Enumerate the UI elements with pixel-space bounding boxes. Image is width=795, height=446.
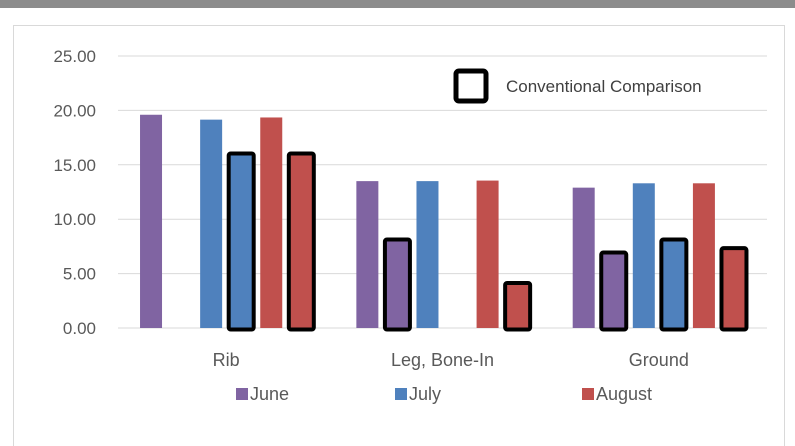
bar-july-conventional — [659, 237, 689, 332]
annotation-label: Conventional Comparison — [506, 77, 702, 96]
legend-label-july: July — [409, 384, 441, 404]
x-axis-categories: Rib Leg, Bone-In Ground — [213, 350, 689, 370]
legend-swatch-july — [395, 388, 407, 400]
bar-june-conventional — [599, 250, 629, 332]
bar-june-conventional — [382, 237, 412, 332]
bars — [140, 114, 749, 332]
conventional-comparison-annotation: Conventional Comparison — [453, 68, 702, 104]
x-category-label: Ground — [629, 350, 689, 370]
bar-june — [140, 114, 163, 328]
bar-august-conventional — [503, 280, 533, 332]
legend: June July August — [236, 384, 652, 404]
bar-july — [200, 119, 223, 328]
legend-label-june: June — [250, 384, 289, 404]
bar-july — [416, 181, 439, 328]
chart-area — [13, 25, 785, 446]
y-tick-label: 25.00 — [53, 47, 96, 66]
bar-august-conventional — [719, 246, 749, 332]
bar-june — [356, 181, 379, 328]
bar-june — [572, 187, 595, 328]
gridlines — [118, 55, 767, 329]
bar-july-conventional — [226, 151, 256, 332]
y-tick-label: 10.00 — [53, 210, 96, 229]
bar-august — [476, 180, 499, 328]
annotation-swatch — [453, 68, 489, 104]
bar-july — [632, 183, 655, 328]
legend-swatch-august — [582, 388, 594, 400]
y-tick-label: 5.00 — [63, 265, 96, 284]
y-tick-label: 20.00 — [53, 101, 96, 120]
legend-swatch-june — [236, 388, 248, 400]
bar-august-conventional — [286, 151, 316, 332]
y-tick-label: 15.00 — [53, 156, 96, 175]
y-tick-label: 0.00 — [63, 319, 96, 338]
bar-chart: 0.00 5.00 10.00 15.00 20.00 25.00 Rib Leg, Bon… — [53, 47, 767, 404]
legend-label-august: August — [596, 384, 652, 404]
bar-august — [260, 117, 283, 328]
x-category-label: Rib — [213, 350, 240, 370]
x-category-label: Leg, Bone-In — [391, 350, 494, 370]
bar-august — [692, 183, 715, 328]
y-axis-ticks: 0.00 5.00 10.00 15.00 20.00 25.00 — [53, 47, 96, 338]
